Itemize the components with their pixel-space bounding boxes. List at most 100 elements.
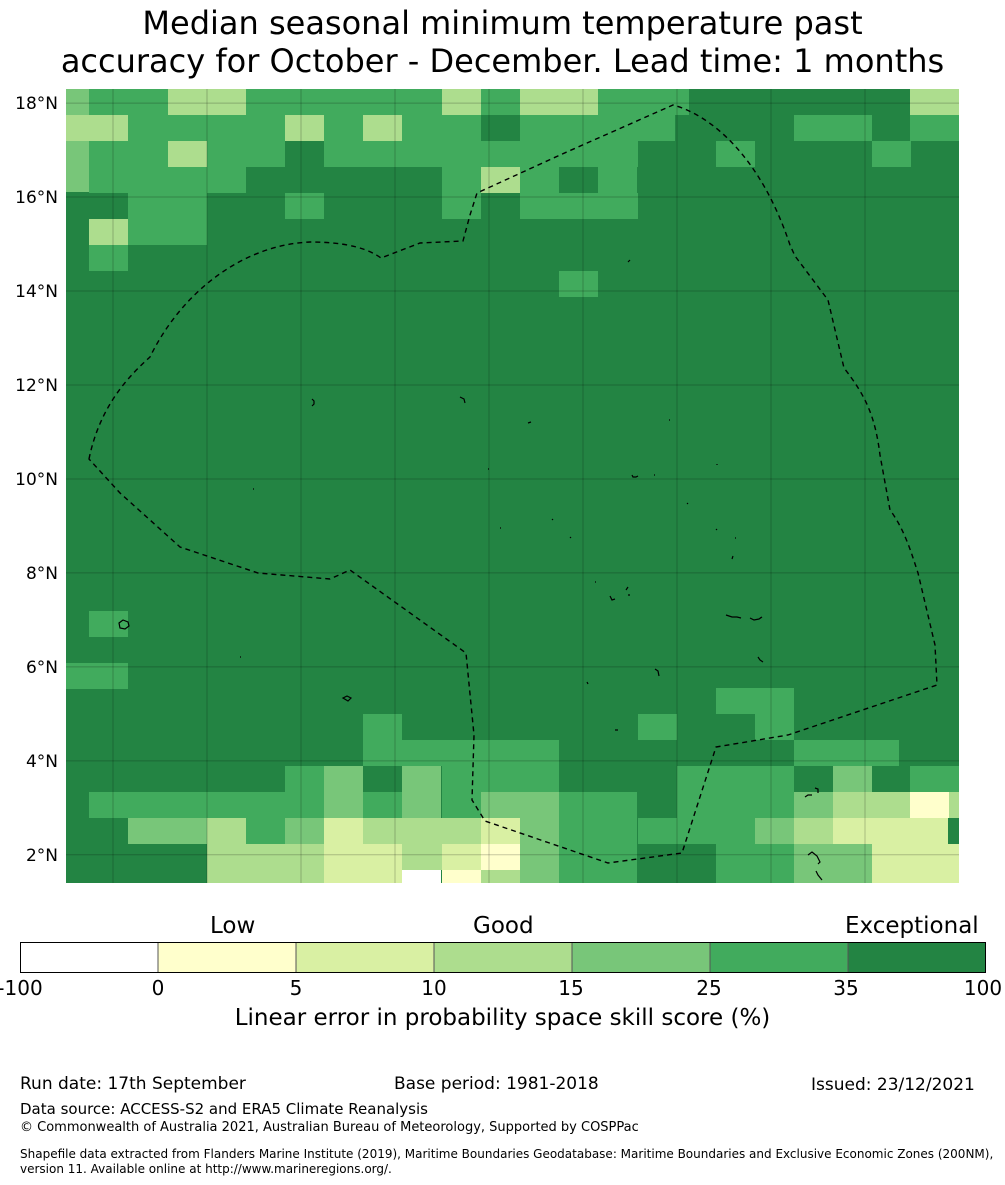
grid-cell-102 [872, 870, 959, 883]
colorbar-segment-6 [847, 942, 986, 973]
grid-cell-12 [324, 115, 363, 141]
grid-cell-74 [324, 818, 363, 844]
grid-cell-31 [128, 193, 207, 219]
grid-cell-47 [285, 766, 324, 792]
grid-cell-60 [402, 792, 441, 818]
lat-label-10: 10°N [15, 470, 58, 490]
grid-cell-30 [598, 167, 637, 193]
grid-cell-28 [481, 167, 520, 193]
lat-label-6: 6°N [26, 658, 58, 678]
grid-cell-94 [324, 870, 402, 883]
grid-cell-25 [872, 141, 911, 167]
grid-cell-98 [520, 870, 559, 883]
colorbar-tick-4: 15 [558, 976, 584, 1000]
colorbar-segment-0 [20, 942, 159, 973]
shapefile-credit-line-1: Shapefile data extracted from Flanders M… [20, 1147, 994, 1161]
grid-cell-45 [363, 740, 559, 766]
grid-cell-51 [481, 766, 559, 792]
grid-cell-36 [128, 219, 207, 245]
grid-cell-18 [910, 115, 959, 141]
grid-cell-65 [677, 792, 794, 818]
grid-cell-17 [833, 115, 872, 141]
title-line-1: Median seasonal minimum temperature past [142, 4, 863, 42]
grid-cell-7 [598, 89, 689, 115]
grid-cell-95 [402, 870, 441, 883]
shapefile-credit-line-2: version 11. Available online at http://w… [20, 1162, 392, 1176]
grid-cell-71 [207, 818, 246, 844]
grid-cell-40 [66, 663, 128, 689]
grid-cell-4 [442, 89, 481, 115]
grid-cell-73 [285, 818, 324, 844]
lat-label-16: 16°N [15, 188, 58, 208]
grid-cell-19 [89, 141, 168, 167]
colorbar-tick-1: 0 [151, 976, 165, 1000]
colorbar-segment-2 [295, 942, 435, 973]
grid-cell-91 [794, 844, 872, 870]
grid-cell-86 [442, 844, 481, 870]
map-title: Median seasonal minimum temperature past… [0, 4, 1005, 80]
grid-cell-46 [794, 740, 899, 766]
grid-cell-27 [442, 167, 481, 193]
lat-label-18: 18°N [15, 94, 58, 114]
grid-cell-80 [755, 818, 794, 844]
grid-cell-20 [168, 141, 207, 167]
grid-cell-53 [833, 766, 872, 792]
grid-cell-34 [520, 193, 638, 219]
colorbar-segment-5 [709, 942, 849, 973]
grid-cell-38 [559, 271, 598, 297]
grid-cell-99 [559, 870, 637, 883]
grid-cell-57 [285, 792, 324, 818]
grid-cell-69 [949, 792, 959, 818]
grid-cell-83 [207, 844, 324, 870]
legend-category-exceptional: Exceptional [845, 913, 979, 939]
grid-cell-93 [207, 870, 324, 883]
grid-cell-10 [128, 115, 285, 141]
colorbar-segment-4 [571, 942, 711, 973]
grid-cell-39 [89, 611, 128, 637]
grid-cell-29 [520, 167, 559, 193]
data-source: Data source: ACCESS-S2 and ERA5 Climate … [20, 1100, 428, 1118]
grid-cell-81 [794, 818, 833, 844]
issued-date: Issued: 23/12/2021 [811, 1075, 975, 1095]
grid-cell-35 [89, 219, 128, 245]
grid-cell-89 [559, 844, 637, 870]
colorbar-tick-0: -100 [0, 976, 43, 1000]
grid-cell-21 [207, 141, 285, 167]
lat-label-4: 4°N [26, 752, 58, 772]
grid-cell-37 [89, 245, 128, 271]
grid-cell-62 [481, 792, 520, 818]
grid-cell-61 [442, 792, 481, 818]
grid-cell-16 [794, 115, 833, 141]
grid-cell-32 [285, 193, 324, 219]
grid-cell-59 [363, 792, 402, 818]
grid-cell-50 [442, 766, 481, 792]
colorbar [20, 942, 986, 973]
grid-cell-55 [89, 792, 207, 818]
colorbar-tick-2: 5 [289, 976, 303, 1000]
colorbar-frame [20, 942, 986, 973]
grid-cell-49 [402, 766, 441, 792]
grid-cell-100 [716, 870, 794, 883]
colorbar-segment-1 [157, 942, 297, 973]
grid-cell-58 [324, 792, 363, 818]
lat-label-12: 12°N [15, 376, 58, 396]
map-panel: 158°E160°E162°E164°E166°E168°E170°E172°E… [0, 85, 1005, 912]
grid-cell-22 [324, 141, 442, 167]
grid-cell-72 [246, 818, 285, 844]
grid-cell-66 [794, 792, 833, 818]
colorbar-title: Linear error in probability space skill … [234, 1005, 771, 1031]
grid-cell-82 [833, 818, 948, 844]
copyright: © Commonwealth of Australia 2021, Austra… [20, 1120, 639, 1135]
grid-cell-88 [520, 844, 559, 870]
grid-cell-8 [910, 89, 959, 115]
lat-label-2: 2°N [26, 846, 58, 866]
grid-cell-67 [833, 792, 910, 818]
grid-cell-11 [285, 115, 324, 141]
grid-cell-5 [481, 89, 520, 115]
grid-cell-3 [246, 89, 442, 115]
grid-cell-96 [442, 870, 481, 883]
skill-score-map: 158°E160°E162°E164°E166°E168°E170°E172°E… [15, 89, 959, 912]
grid-cell-87 [481, 844, 520, 870]
grid-cell-14 [402, 115, 481, 141]
grid-cell-52 [677, 766, 794, 792]
